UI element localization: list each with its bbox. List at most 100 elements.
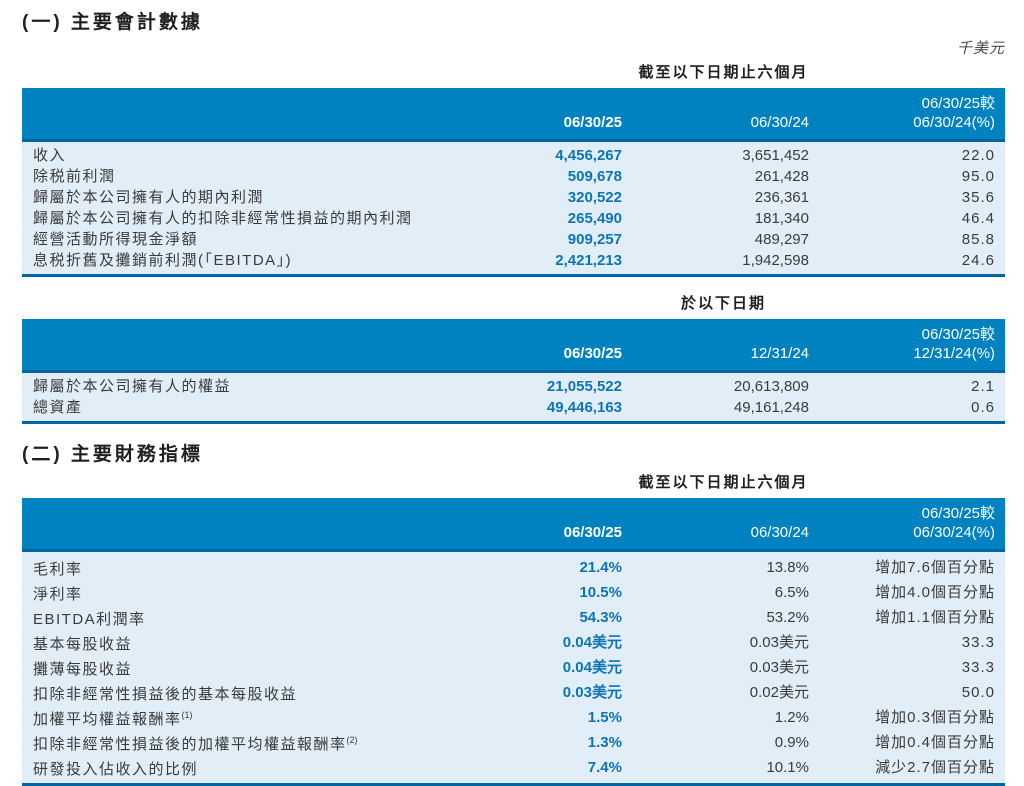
value-current: 49,446,163: [442, 397, 622, 424]
column-header-current-period: 06/30/25: [442, 88, 622, 142]
value-prior: 1,942,598: [622, 250, 809, 277]
footnote-marker: (1): [181, 710, 193, 720]
value-prior: 13.8%: [622, 550, 809, 580]
value-prior: 0.9%: [622, 730, 809, 755]
value-prior: 53.2%: [622, 605, 809, 630]
table-row: 經營活動所得現金淨額 909,257 489,297 85.8: [22, 229, 1005, 250]
value-current: 7.4%: [442, 755, 622, 786]
column-header-change-line1: 06/30/25較: [921, 326, 996, 343]
row-label: 攤薄每股收益: [22, 655, 442, 680]
value-prior: 0.03美元: [622, 655, 809, 680]
row-label: 淨利率: [22, 580, 442, 605]
row-label: 經營活動所得現金淨額: [22, 229, 442, 250]
value-prior: 261,428: [622, 166, 809, 187]
value-change: 24.6: [809, 250, 1005, 277]
table-row: 研發投入佔收入的比例 7.4% 10.1% 減少2.7個百分點: [22, 755, 1005, 786]
table-row: 扣除非經常性損益後的加權平均權益報酬率(2) 1.3% 0.9% 增加0.4個百…: [22, 730, 1005, 755]
value-prior: 0.03美元: [622, 630, 809, 655]
value-current: 4,456,267: [442, 140, 622, 166]
column-header-change: 06/30/25較 06/30/24(%): [809, 88, 1005, 142]
row-label-text: 基本每股收益: [33, 636, 133, 653]
row-label: 扣除非經常性損益後的加權平均權益報酬率(2): [22, 730, 442, 755]
column-header-prior-period: 06/30/24: [622, 498, 809, 552]
row-label-text: 毛利率: [33, 561, 83, 578]
row-label: 歸屬於本公司擁有人的期內利潤: [22, 187, 442, 208]
column-header-label: [22, 88, 442, 142]
column-header-prior-date: 12/31/24: [622, 319, 809, 373]
value-current: 265,490: [442, 208, 622, 229]
row-label: 除税前利潤: [22, 166, 442, 187]
value-change: 增加4.0個百分點: [809, 580, 1005, 605]
column-header-change-line2: 12/31/24(%): [913, 345, 996, 362]
table-row: 歸屬於本公司擁有人的扣除非經常性損益的期內利潤 265,490 181,340 …: [22, 208, 1005, 229]
column-header-label: [22, 498, 442, 552]
value-current: 54.3%: [442, 605, 622, 630]
value-prior: 49,161,248: [622, 397, 809, 424]
value-prior: 236,361: [622, 187, 809, 208]
balance-group-header: 於以下日期: [442, 295, 1006, 319]
row-label: 息税折舊及攤銷前利潤(「EBITDA」): [22, 250, 442, 277]
table-row: EBITDA利潤率 54.3% 53.2% 增加1.1個百分點: [22, 605, 1005, 630]
value-change: 22.0: [809, 140, 1005, 166]
value-current: 909,257: [442, 229, 622, 250]
value-current: 1.3%: [442, 730, 622, 755]
row-label-text: 攤薄每股收益: [33, 661, 133, 678]
value-change: 35.6: [809, 187, 1005, 208]
table-row: 息税折舊及攤銷前利潤(「EBITDA」) 2,421,213 1,942,598…: [22, 250, 1005, 277]
value-prior: 1.2%: [622, 705, 809, 730]
value-current: 0.03美元: [442, 680, 622, 705]
value-change: 33.3: [809, 630, 1005, 655]
row-label-text: 淨利率: [33, 586, 83, 603]
table-row: 收入 4,456,267 3,651,452 22.0: [22, 140, 1005, 166]
table-row: 攤薄每股收益 0.04美元 0.03美元 33.3: [22, 655, 1005, 680]
spacer-cell: [22, 474, 442, 498]
value-change: 增加1.1個百分點: [809, 605, 1005, 630]
spacer-cell: [22, 64, 442, 88]
value-change: 增加0.3個百分點: [809, 705, 1005, 730]
currency-unit-label: 千美元: [956, 40, 1005, 57]
value-prior: 0.02美元: [622, 680, 809, 705]
row-label: 歸屬於本公司擁有人的扣除非經常性損益的期內利潤: [22, 208, 442, 229]
key-financial-indicators-table: 截至以下日期止六個月 06/30/25 06/30/24 06/30/25較 0…: [22, 474, 1005, 786]
value-current: 21,055,522: [442, 371, 622, 397]
row-label: 基本每股收益: [22, 630, 442, 655]
value-current: 21.4%: [442, 550, 622, 580]
row-label-text: 扣除非經常性損益後的基本每股收益: [33, 686, 298, 703]
value-change: 95.0: [809, 166, 1005, 187]
row-label: 扣除非經常性損益後的基本每股收益: [22, 680, 442, 705]
column-header-label: [22, 319, 442, 373]
row-label: 總資產: [22, 397, 442, 424]
row-label: 研發投入佔收入的比例: [22, 755, 442, 786]
period-group-header: 截至以下日期止六個月: [442, 64, 1005, 88]
value-current: 10.5%: [442, 580, 622, 605]
column-header-change-line1: 06/30/25較: [921, 95, 995, 112]
period-group-header: 截至以下日期止六個月: [442, 474, 1005, 498]
column-header-current-period: 06/30/25: [442, 498, 622, 552]
column-header-change: 06/30/25較 06/30/24(%): [809, 498, 1005, 552]
value-change: 33.3: [809, 655, 1005, 680]
value-current: 0.04美元: [442, 655, 622, 680]
value-change: 46.4: [809, 208, 1005, 229]
value-prior: 181,340: [622, 208, 809, 229]
row-label-text: EBITDA利潤率: [33, 611, 146, 628]
value-prior: 489,297: [622, 229, 809, 250]
value-change: 增加0.4個百分點: [809, 730, 1005, 755]
table-row: 歸屬於本公司擁有人的期內利潤 320,522 236,361 35.6: [22, 187, 1005, 208]
row-label: 收入: [22, 140, 442, 166]
table-row: 扣除非經常性損益後的基本每股收益 0.03美元 0.02美元 50.0: [22, 680, 1005, 705]
value-change: 增加7.6個百分點: [809, 550, 1005, 580]
row-label-text: 扣除非經常性損益後的加權平均權益報酬率: [33, 736, 347, 753]
value-prior: 10.1%: [622, 755, 809, 786]
value-prior: 6.5%: [622, 580, 809, 605]
value-change: 85.8: [809, 229, 1005, 250]
row-label: EBITDA利潤率: [22, 605, 442, 630]
value-current: 0.04美元: [442, 630, 622, 655]
value-change: 50.0: [809, 680, 1005, 705]
key-accounting-data-balance-table: 於以下日期 06/30/25 12/31/24 06/30/25較 12/31/…: [22, 295, 1006, 424]
column-header-change-line2: 06/30/24(%): [913, 524, 995, 541]
value-change: 減少2.7個百分點: [809, 755, 1005, 786]
row-label-text: 研發投入佔收入的比例: [33, 761, 199, 778]
value-prior: 20,613,809: [622, 371, 809, 397]
column-header-change: 06/30/25較 12/31/24(%): [809, 319, 1006, 373]
